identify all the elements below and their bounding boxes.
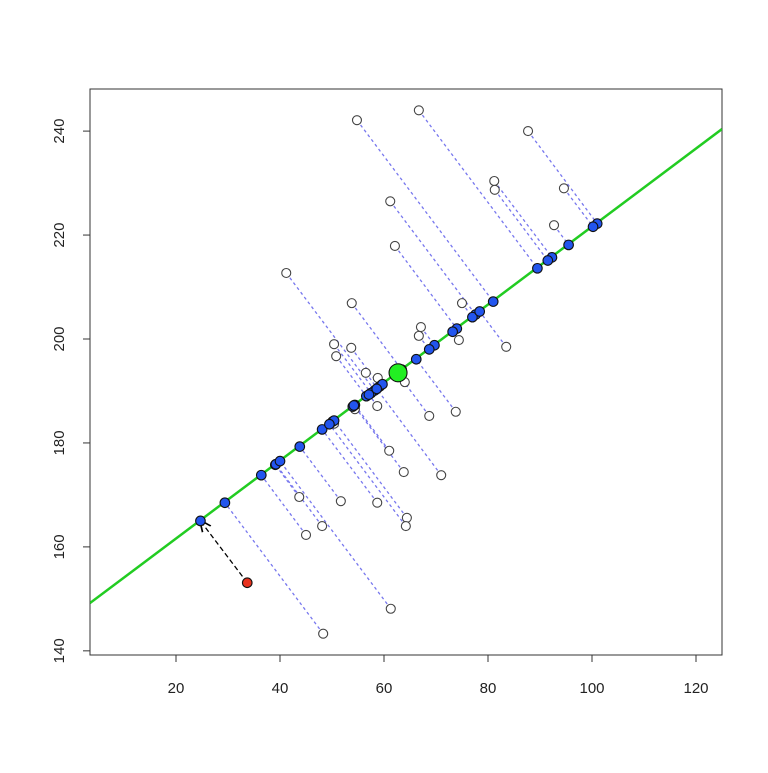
- connector: [353, 405, 405, 473]
- point: [335, 496, 346, 507]
- connector: [200, 521, 248, 584]
- point: [413, 105, 424, 116]
- connector: [274, 464, 300, 498]
- point: [456, 298, 468, 309]
- connector: [527, 130, 598, 225]
- connector: [415, 358, 457, 413]
- connector: [354, 404, 390, 452]
- point: [467, 311, 478, 323]
- x-tick-label: 80: [480, 680, 497, 697]
- y-tick-label: 140: [51, 638, 68, 663]
- y-tick-label: 220: [51, 223, 68, 248]
- connector: [418, 109, 538, 269]
- point: [385, 196, 396, 207]
- point: [316, 424, 328, 435]
- point: [372, 497, 383, 508]
- point: [281, 267, 292, 279]
- connector: [279, 460, 392, 610]
- point: [563, 239, 574, 251]
- point: [318, 628, 329, 639]
- point: [558, 183, 569, 194]
- connector: [356, 119, 494, 302]
- connector: [224, 502, 324, 635]
- point: [317, 521, 328, 532]
- point: [372, 400, 383, 412]
- connector: [328, 423, 407, 527]
- point: [360, 367, 371, 378]
- point: [447, 326, 458, 338]
- connector: [350, 347, 381, 387]
- point: [363, 389, 375, 400]
- point: [501, 341, 512, 352]
- point: [294, 491, 305, 503]
- point: [241, 577, 253, 589]
- point: [385, 603, 396, 614]
- point: [410, 353, 422, 365]
- point: [219, 497, 231, 509]
- connector: [494, 189, 549, 261]
- connector: [299, 446, 342, 502]
- point: [324, 418, 335, 430]
- y-tick-label: 200: [51, 326, 68, 351]
- point: [532, 262, 543, 274]
- connector: [260, 474, 307, 536]
- connector: [479, 311, 507, 348]
- point: [346, 342, 357, 353]
- connector: [333, 420, 408, 519]
- connector: [351, 302, 403, 371]
- connector: [389, 200, 477, 315]
- point: [371, 383, 383, 395]
- connector: [335, 355, 367, 397]
- point: [195, 515, 206, 527]
- connector: [563, 187, 594, 228]
- point: [348, 400, 360, 411]
- point: [329, 339, 340, 350]
- x-tick-label: 60: [376, 680, 393, 697]
- point: [542, 255, 554, 266]
- connector: [394, 245, 458, 329]
- point: [389, 240, 400, 252]
- connector: [333, 343, 372, 394]
- x-tick-label: 120: [683, 680, 708, 697]
- point: [489, 184, 500, 195]
- point: [346, 298, 357, 309]
- connector: [285, 272, 376, 391]
- point: [474, 306, 486, 317]
- y-tick-label: 180: [51, 430, 68, 455]
- point: [453, 334, 464, 346]
- connector: [376, 388, 442, 476]
- point: [522, 126, 534, 137]
- y-tick-label: 240: [51, 119, 68, 144]
- point: [401, 512, 412, 523]
- point: [398, 467, 409, 478]
- plot-frame: [89, 88, 723, 656]
- point: [487, 296, 499, 307]
- point: [384, 445, 395, 456]
- point: [548, 220, 560, 231]
- point: [294, 441, 306, 452]
- point: [300, 529, 312, 540]
- point: [436, 470, 447, 481]
- x-tick-label: 20: [168, 680, 185, 697]
- point: [274, 455, 286, 467]
- point: [415, 321, 426, 333]
- connector: [493, 180, 553, 258]
- point: [587, 221, 599, 233]
- point: [424, 410, 435, 421]
- point: [331, 351, 342, 362]
- point: [413, 330, 424, 341]
- x-tick-label: 100: [579, 680, 604, 697]
- point: [388, 363, 408, 383]
- point: [450, 406, 461, 417]
- point: [351, 115, 363, 126]
- point: [400, 521, 411, 532]
- fit-line: [90, 128, 722, 605]
- x-tick-label: 40: [272, 680, 289, 697]
- y-tick-label: 160: [51, 534, 68, 559]
- point: [255, 469, 267, 481]
- point: [423, 344, 435, 355]
- point: [489, 175, 500, 187]
